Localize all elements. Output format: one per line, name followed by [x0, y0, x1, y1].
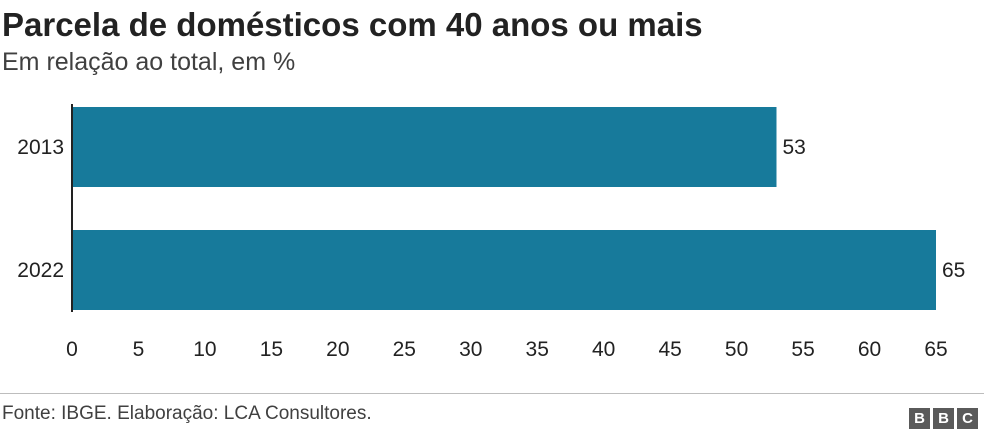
x-tick-label-25: 25 [393, 338, 416, 361]
x-tick-label-55: 55 [791, 338, 814, 361]
x-tick-label-65: 65 [924, 338, 947, 361]
chart-title: Parcela de domésticos com 40 anos ou mai… [2, 6, 703, 43]
x-tick-label-40: 40 [592, 338, 615, 361]
chart-subtitle: Em relação ao total, em % [2, 48, 296, 76]
bars-group [72, 107, 936, 310]
x-tick-label-15: 15 [260, 338, 283, 361]
x-tick-label-0: 0 [66, 338, 78, 361]
category-label-2013: 2013 [17, 136, 64, 159]
x-tick-label-10: 10 [193, 338, 216, 361]
category-label-2022: 2022 [17, 259, 64, 282]
bar-2022 [72, 230, 936, 310]
bbc-logo-block-2: B [933, 408, 954, 429]
bbc-logo-block-3: C [957, 408, 978, 429]
data-label-2013: 53 [782, 136, 805, 159]
bar-2013 [72, 107, 777, 187]
source-note: Fonte: IBGE. Elaboração: LCA Consultores… [2, 403, 372, 424]
x-tick-label-50: 50 [725, 338, 748, 361]
bbc-logo: B B C [909, 408, 978, 429]
footer-divider [0, 393, 984, 394]
data-labels: 53 65 [782, 136, 965, 282]
bar-chart: 2013 2022 53 65 0 5 10 15 20 25 30 35 40 45 50 55 60 65 [17, 104, 965, 361]
x-tick-label-30: 30 [459, 338, 482, 361]
category-labels: 2013 2022 [17, 136, 64, 282]
x-axis-tick-labels: 0 5 10 15 20 25 30 35 40 45 50 55 60 65 [66, 338, 948, 361]
bbc-logo-block-1: B [909, 408, 930, 429]
x-tick-label-20: 20 [326, 338, 349, 361]
x-tick-label-45: 45 [658, 338, 681, 361]
data-label-2022: 65 [942, 259, 965, 282]
x-tick-label-5: 5 [133, 338, 145, 361]
x-tick-label-35: 35 [526, 338, 549, 361]
x-tick-label-60: 60 [858, 338, 881, 361]
